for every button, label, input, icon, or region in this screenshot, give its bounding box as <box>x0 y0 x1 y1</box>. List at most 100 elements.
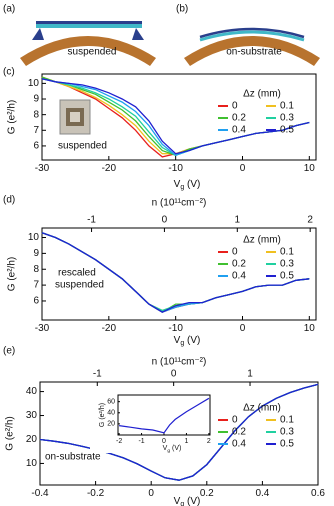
x-axis-label: Vg (V) <box>174 496 201 506</box>
annotation: rescaled <box>58 268 96 279</box>
x2-tick-label: 1 <box>247 369 253 380</box>
x-tick-label: -0.2 <box>87 488 105 499</box>
device-photo <box>70 112 80 122</box>
panel-label: (c) <box>3 67 15 78</box>
legend-label: 0.4 <box>232 125 246 136</box>
legend-label: 0 <box>232 415 238 426</box>
legend-label: 0.4 <box>232 439 246 450</box>
x-tick-label: 0.4 <box>255 488 269 499</box>
caption: suspended <box>68 47 117 58</box>
series-line <box>41 232 310 313</box>
x-tick-label: -2 <box>116 438 122 445</box>
legend-label: 0.1 <box>280 247 294 258</box>
y-tick-label: 8 <box>33 264 39 275</box>
photo <box>59 99 91 135</box>
x-label-sub: g <box>167 449 170 454</box>
x-axis-label: Vg (V) <box>174 335 201 347</box>
legend-label: 0.5 <box>280 271 294 282</box>
x2-tick-label: 2 <box>307 215 313 226</box>
y-tick-label: 40 <box>26 386 38 397</box>
x-tick-label: -1 <box>138 438 144 445</box>
panel-a: (a) suspended <box>3 4 156 66</box>
annotation: suspended <box>58 141 107 152</box>
legend-title: Δz (mm) <box>243 403 281 414</box>
y-axis-label: G (e²/h) <box>7 100 18 134</box>
x-label-sub: g <box>180 340 184 347</box>
x2-axis-label: n (10¹¹cm⁻²) <box>152 198 207 209</box>
plot-frame <box>41 73 317 161</box>
x-tick-label: -0.4 <box>31 488 49 499</box>
x-label-unit: (V) <box>187 496 200 506</box>
support <box>32 28 44 40</box>
x-label-main: V <box>174 335 181 346</box>
legend-label: 0.3 <box>280 427 294 438</box>
legend-label: 0 <box>232 101 238 112</box>
x-label-unit: (V) <box>187 179 200 190</box>
legend-label: 0.3 <box>280 113 294 124</box>
legend-label: 0.3 <box>280 259 294 270</box>
y-tick-label: 6 <box>33 141 39 152</box>
legend-label: 0.1 <box>280 415 294 426</box>
x2-tick-label: 0 <box>162 215 168 226</box>
x-label-main: V <box>163 445 168 452</box>
x-tick-label: -20 <box>102 163 117 174</box>
membrane <box>36 21 142 24</box>
y-axis-label: G (e²/h) <box>99 403 106 427</box>
caption: on-substrate <box>226 47 282 58</box>
y-tick-label: 7 <box>33 125 39 136</box>
x2-tick-label: -1 <box>93 369 102 380</box>
membrane <box>199 30 305 42</box>
x-label-main: V <box>174 179 181 190</box>
y-tick-label: 6 <box>33 296 39 307</box>
y-axis-label: G (e²/h) <box>7 257 18 291</box>
legend-label: 0.2 <box>232 259 246 270</box>
x-tick-label: 0 <box>240 323 246 334</box>
x-tick-label: 0.2 <box>200 488 214 499</box>
x2-tick-label: 0 <box>171 369 177 380</box>
y-tick-label: 10 <box>28 78 40 89</box>
membrane <box>36 24 142 28</box>
panel-label: (b) <box>176 4 188 15</box>
y-tick-label: 60 <box>107 399 115 406</box>
x-axis-label: Vg (V) <box>163 445 182 454</box>
legend-label: 0.5 <box>280 439 294 450</box>
y-tick-label: 20 <box>26 434 38 445</box>
x-tick-label: -20 <box>102 323 117 334</box>
x-tick-label: 10 <box>304 323 316 334</box>
panel-label: (e) <box>3 346 15 357</box>
y-tick-label: 8 <box>33 109 39 120</box>
x-label-main: V <box>174 496 181 506</box>
y-tick-label: 9 <box>33 248 39 259</box>
membrane <box>199 27 305 39</box>
y-tick-label: 10 <box>26 458 38 469</box>
x-tick-label: -30 <box>35 163 50 174</box>
legend-label: 0.2 <box>232 427 246 438</box>
series-line <box>119 397 210 434</box>
y-tick-label: 30 <box>26 410 38 421</box>
legend-title: Δz (mm) <box>243 89 281 100</box>
series-line <box>39 383 319 481</box>
x2-tick-label: 1 <box>235 215 241 226</box>
series-line <box>41 78 310 155</box>
y-tick-label: 40 <box>107 410 115 417</box>
legend-label: 0.2 <box>232 113 246 124</box>
x-label-unit: (V) <box>172 445 181 452</box>
x-tick-label: 1 <box>184 438 188 445</box>
plot-frame <box>41 227 317 321</box>
x-label-sub: g <box>180 184 184 191</box>
y-tick-label: 7 <box>33 280 39 291</box>
support <box>132 28 144 40</box>
legend-label: 0.1 <box>280 101 294 112</box>
y-tick-label: 10 <box>28 232 40 243</box>
x-tick-label: 0.6 <box>311 488 325 499</box>
legend-label: 0.5 <box>280 125 294 136</box>
legend-label: 0 <box>232 247 238 258</box>
panel-label: (d) <box>3 195 15 206</box>
substrate <box>20 36 156 66</box>
x-label-unit: (V) <box>187 335 200 346</box>
panel-label: (a) <box>3 4 15 15</box>
x-tick-label: 0 <box>148 488 154 499</box>
y-tick-label: 9 <box>33 94 39 105</box>
inset-background <box>90 391 215 453</box>
plot-frame <box>39 381 319 486</box>
